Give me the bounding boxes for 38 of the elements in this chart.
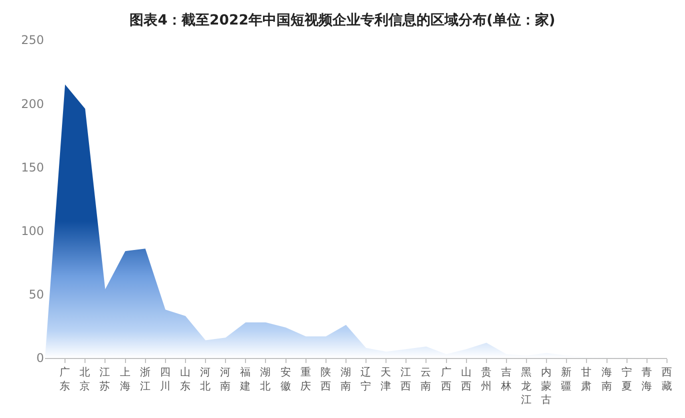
x-tick-label: 西藏	[662, 366, 672, 392]
x-tick-label: 陕西	[320, 366, 332, 392]
x-tick-label: 青海	[641, 366, 652, 392]
x-tick-label: 山西	[460, 366, 472, 392]
x-tick-label: 湖南	[340, 366, 352, 392]
y-tick-label: 250	[21, 33, 44, 48]
x-tick-label: 黑龙江	[521, 366, 532, 406]
x-tick-label: 云南	[420, 366, 432, 392]
x-tick-label: 上海	[120, 366, 131, 392]
x-tick-label: 辽宁	[360, 366, 372, 392]
chart-title: 图表4：截至2022年中国短视频企业专利信息的区域分布(单位：家)	[130, 11, 556, 28]
x-tick-label: 四川	[160, 366, 171, 392]
x-tick-label: 广西	[440, 366, 452, 392]
y-tick-label: 200	[21, 96, 44, 111]
x-tick-label: 内蒙古	[541, 366, 552, 406]
x-tick-label: 安徽	[280, 366, 292, 392]
x-tick-label: 新疆	[561, 366, 572, 392]
x-tick-label: 江西	[400, 366, 412, 392]
x-tick-label: 湖北	[260, 366, 272, 392]
x-tick-label: 海南	[601, 366, 612, 392]
x-tick-label: 浙江	[140, 366, 151, 392]
x-tick-label: 天津	[380, 366, 392, 392]
x-tick-label: 北京	[80, 366, 91, 392]
x-tick-label: 宁夏	[621, 366, 632, 392]
y-tick-label: 50	[28, 288, 44, 302]
x-tick-label: 甘肃	[581, 366, 592, 392]
x-tick-label: 吉林	[500, 366, 512, 392]
y-tick-label: 150	[21, 160, 44, 174]
x-tick-label: 广东	[60, 366, 71, 392]
x-tick-label: 贵州	[480, 366, 492, 392]
x-tick-label: 河北	[200, 366, 212, 392]
x-tick-label: 江苏	[100, 366, 111, 392]
y-tick-label: 100	[21, 224, 44, 238]
y-tick-label: 0	[36, 351, 44, 366]
x-tick-label: 山东	[180, 366, 191, 392]
x-tick-label: 河南	[220, 366, 232, 392]
x-tick-label: 重庆	[300, 366, 312, 392]
x-tick-label: 福建	[239, 366, 252, 392]
